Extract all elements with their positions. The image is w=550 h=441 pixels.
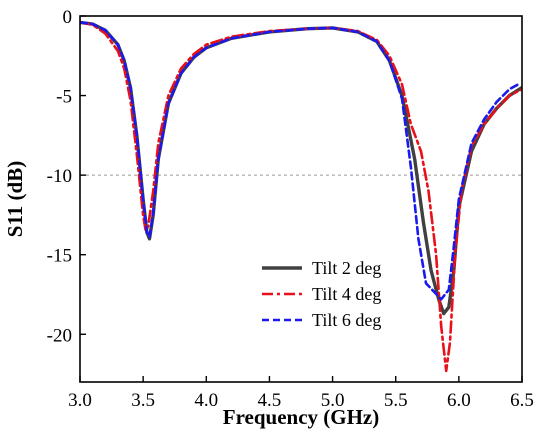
series-layer	[80, 20, 522, 373]
ticks-layer: 3.0 3.5 4.0 4.5 5.0 5.5 6.0 6.5 0 -5 -10 -15 -20	[47, 7, 534, 411]
x-tick-label: 3.5	[131, 390, 155, 411]
y-tick-label: -5	[56, 87, 72, 108]
x-tick-label: 4.5	[258, 390, 282, 411]
y-tick-label: -20	[47, 325, 72, 346]
x-axis-title: Frequency (GHz)	[223, 405, 380, 429]
y-axis-title: S11 (dB)	[3, 161, 27, 237]
x-tick-label: 3.0	[68, 390, 92, 411]
x-tick-label: 5.5	[384, 390, 408, 411]
x-tick-label: 6.0	[447, 390, 471, 411]
legend: Tilt 2 deg Tilt 4 deg Tilt 6 deg	[262, 258, 381, 330]
y-tick-label: -10	[47, 166, 72, 187]
x-tick-label: 6.5	[510, 390, 534, 411]
x-tick-label: 5.0	[321, 390, 345, 411]
legend-label-2: Tilt 4 deg	[312, 284, 381, 304]
series-line-3	[80, 21, 520, 301]
plot-frame	[79, 15, 523, 383]
legend-label-1: Tilt 2 deg	[312, 258, 381, 278]
plot-area	[80, 16, 522, 382]
x-tick-label: 4.0	[194, 390, 218, 411]
legend-label-3: Tilt 6 deg	[312, 310, 381, 330]
y-tick-label: 0	[63, 7, 73, 28]
y-tick-label: -15	[47, 246, 72, 267]
